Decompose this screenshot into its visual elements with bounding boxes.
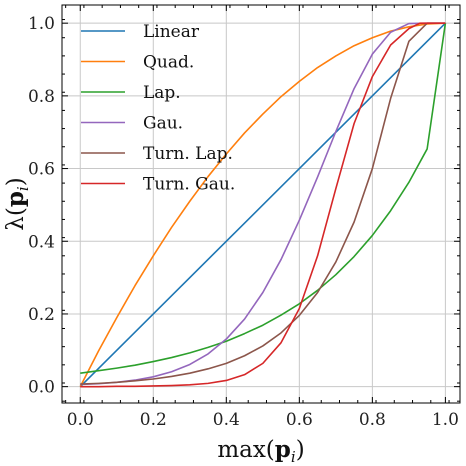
legend-label-3: Gau.: [143, 114, 183, 134]
x-tick-label: 0.6: [286, 410, 313, 430]
y-tick-label: 1.0: [28, 14, 55, 34]
legend-label-2: Lap.: [143, 83, 181, 103]
grid: [62, 5, 460, 403]
legend-label-1: Quad.: [143, 53, 194, 73]
x-axis-label: max(pi): [217, 436, 304, 466]
legend-label-4: Turn. Lap.: [143, 144, 233, 164]
series-line-2: [80, 23, 447, 374]
x-tick-label: 0.4: [213, 410, 240, 430]
y-tick-label: 0.2: [28, 305, 55, 325]
y-tick-label: 0.0: [28, 378, 55, 398]
x-tick-label: 1.0: [432, 410, 459, 430]
y-tick-label: 0.8: [28, 87, 55, 107]
legend: Linear Quad. Lap. Gau. Turn. Lap. Turn. Gau.: [81, 22, 235, 195]
series-lines: [79, 22, 447, 388]
x-tick-label: 0.8: [359, 410, 386, 430]
y-tick-label: 0.4: [28, 232, 55, 252]
series-line-4: [80, 22, 446, 385]
series-line-5: [80, 22, 446, 388]
x-tick-label: 0.0: [67, 410, 94, 430]
y-axis-label: λ(pi): [2, 177, 32, 230]
legend-label-0: Linear: [143, 22, 200, 42]
legend-label-5: Turn. Gau.: [143, 175, 235, 195]
axis-ticks: 0.0 0.2 0.4 0.6 0.8 1.0 0.0 0.2 0.4 0.6 0.8 1.0: [28, 5, 460, 430]
y-tick-label: 0.6: [28, 160, 55, 180]
plot-frame: [61, 4, 461, 404]
series-line-3: [80, 22, 446, 386]
x-tick-label: 0.2: [140, 410, 167, 430]
series-line-0: [79, 22, 446, 388]
series-line-1: [79, 22, 446, 388]
